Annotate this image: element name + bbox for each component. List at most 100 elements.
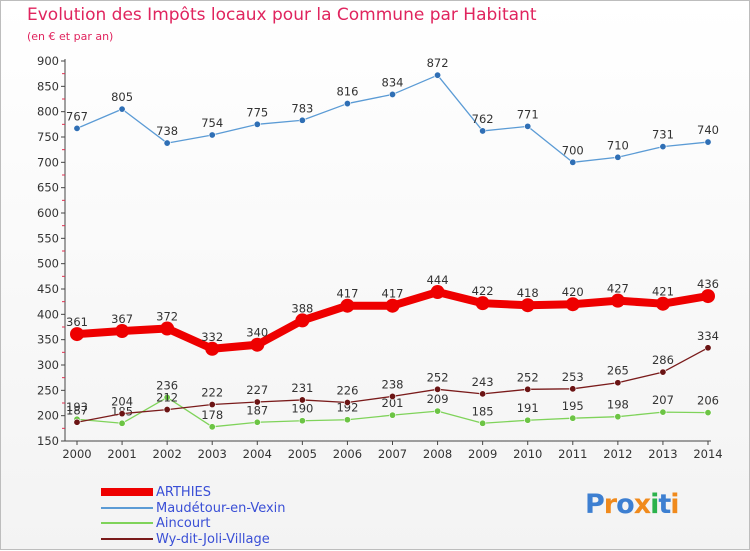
data-label-wy-dit-joli-village: 204 [111, 395, 133, 409]
data-point-wy-dit-joli-village [434, 385, 442, 393]
data-label-maudetour-en-vexin: 771 [517, 107, 539, 121]
legend-label: Aincourt [156, 516, 211, 531]
logo-letter: r [603, 489, 617, 520]
data-point-maudetour-en-vexin [343, 100, 351, 108]
data-label-wy-dit-joli-village: 334 [697, 329, 719, 343]
chart-title: Evolution des Impôts locaux pour la Comm… [27, 5, 537, 25]
legend-label: Maudétour-en-Vexin [156, 500, 286, 516]
data-label-maudetour-en-vexin: 738 [156, 124, 178, 138]
data-point-wy-dit-joli-village [343, 398, 351, 406]
chart-subtitle: (en € et par an) [27, 30, 114, 43]
x-tick-label: 2011 [558, 447, 587, 461]
data-point-arthies [340, 298, 355, 313]
data-point-arthies [475, 296, 490, 311]
data-point-arthies [430, 285, 445, 300]
data-label-arthies: 436 [697, 277, 719, 291]
y-tick-label: 300 [37, 358, 59, 372]
data-point-wy-dit-joli-village [298, 396, 306, 404]
data-point-arthies [205, 341, 220, 356]
data-label-wy-dit-joli-village: 212 [156, 391, 178, 405]
data-label-arthies: 372 [156, 310, 178, 324]
data-label-maudetour-en-vexin: 767 [66, 109, 88, 123]
data-point-arthies [70, 327, 84, 342]
legend-swatch [101, 537, 153, 540]
y-tick-label: 250 [37, 383, 59, 397]
data-point-maudetour-en-vexin [208, 131, 216, 139]
data-point-aincourt [298, 417, 306, 425]
data-label-maudetour-en-vexin: 700 [562, 143, 584, 157]
y-tick-label: 450 [37, 282, 59, 296]
data-label-arthies: 420 [562, 285, 584, 299]
data-label-arthies: 422 [472, 284, 494, 298]
data-point-maudetour-en-vexin [253, 120, 261, 128]
data-point-maudetour-en-vexin [118, 105, 126, 113]
data-point-maudetour-en-vexin [479, 127, 487, 135]
x-tick-label: 2005 [288, 447, 317, 461]
data-label-arthies: 421 [652, 285, 674, 299]
data-label-wy-dit-joli-village: 252 [427, 370, 449, 384]
data-label-maudetour-en-vexin: 754 [201, 116, 223, 130]
data-label-wy-dit-joli-village: 253 [562, 370, 584, 384]
data-label-arthies: 417 [336, 287, 358, 301]
data-point-maudetour-en-vexin [73, 124, 81, 132]
logo-letter: t [658, 489, 671, 520]
data-point-aincourt [388, 411, 396, 419]
data-label-wy-dit-joli-village: 227 [246, 383, 268, 397]
data-label-aincourt: 191 [517, 401, 539, 415]
data-label-wy-dit-joli-village: 187 [66, 403, 88, 417]
data-point-arthies [565, 297, 580, 312]
y-tick-label: 700 [37, 155, 59, 169]
logo-letter: P [585, 489, 605, 520]
data-label-arthies: 361 [66, 315, 88, 329]
y-tick-label: 900 [37, 54, 59, 68]
x-tick-label: 2007 [378, 447, 407, 461]
data-point-aincourt [434, 407, 442, 415]
data-point-wy-dit-joli-village [704, 344, 712, 352]
data-label-arthies: 340 [246, 326, 268, 340]
y-tick-label: 800 [37, 105, 59, 119]
x-tick-label: 2004 [243, 447, 272, 461]
data-label-arthies: 417 [382, 287, 404, 301]
data-point-aincourt [253, 418, 261, 426]
x-tick-label: 2009 [468, 447, 497, 461]
data-label-maudetour-en-vexin: 805 [111, 90, 133, 104]
data-label-arthies: 388 [291, 301, 313, 315]
legend-label: Wy-dit-Joli-Village [156, 531, 270, 547]
y-tick-label: 500 [37, 257, 59, 271]
data-label-aincourt: 185 [472, 404, 494, 418]
data-label-aincourt: 236 [156, 378, 178, 392]
x-tick-label: 2010 [513, 447, 542, 461]
data-point-aincourt [704, 409, 712, 417]
data-point-arthies [385, 298, 400, 313]
x-tick-label: 2014 [693, 447, 722, 461]
x-tick-label: 2001 [107, 447, 136, 461]
data-point-arthies [610, 293, 625, 308]
x-tick-label: 2002 [153, 447, 182, 461]
data-label-aincourt: 206 [697, 394, 719, 408]
data-label-maudetour-en-vexin: 740 [697, 123, 719, 137]
data-point-wy-dit-joli-village [524, 385, 532, 393]
data-point-aincourt [479, 419, 487, 427]
data-point-maudetour-en-vexin [298, 116, 306, 124]
data-label-aincourt: 190 [291, 402, 313, 416]
data-label-aincourt: 209 [427, 392, 449, 406]
data-point-arthies [250, 337, 265, 352]
y-tick-label: 150 [37, 434, 59, 448]
data-point-wy-dit-joli-village [569, 385, 577, 393]
data-label-maudetour-en-vexin: 775 [246, 105, 268, 119]
x-tick-label: 2000 [62, 447, 91, 461]
data-point-aincourt [163, 393, 171, 401]
data-point-wy-dit-joli-village [614, 379, 622, 387]
x-tick-label: 2013 [648, 447, 677, 461]
legend-swatch [101, 522, 153, 524]
legend-swatch [101, 506, 153, 509]
data-label-wy-dit-joli-village: 226 [336, 383, 358, 397]
data-point-arthies [701, 289, 715, 304]
data-label-wy-dit-joli-village: 231 [291, 381, 313, 395]
data-label-aincourt: 198 [607, 398, 629, 412]
data-point-arthies [655, 296, 670, 311]
data-label-aincourt: 207 [652, 393, 674, 407]
data-label-arthies: 444 [427, 273, 449, 287]
